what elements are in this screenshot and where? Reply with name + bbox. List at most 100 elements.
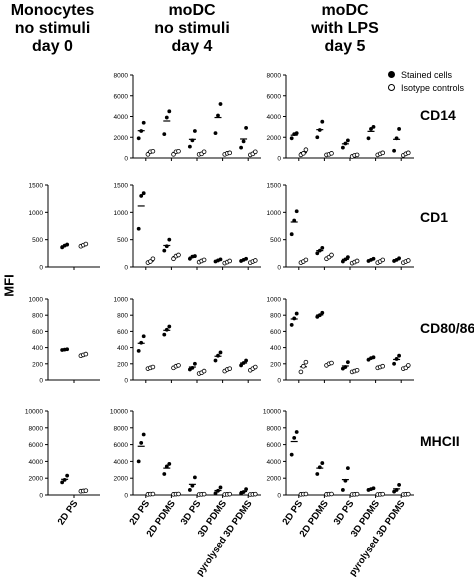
point-isotype [176, 252, 181, 258]
point-stained [366, 136, 371, 141]
column-header-modc-lps-day5: moDC with LPS day 5 [280, 2, 410, 56]
point-stained [60, 480, 65, 485]
y-tick-label: 0 [39, 493, 43, 500]
point-stained [394, 136, 399, 141]
column-header-line3: day 4 [171, 38, 213, 55]
point-isotype [303, 359, 309, 365]
y-tick-label: 10000 [110, 409, 128, 416]
y-tick-label: 600 [270, 329, 281, 336]
point-stained [392, 361, 396, 366]
row-label-cd80-86: CD80/86 [420, 320, 474, 336]
point-stained [345, 466, 350, 471]
y-tick-label: 8000 [267, 425, 282, 432]
point-stained [187, 256, 192, 261]
point-stained [216, 113, 220, 118]
y-tick-label: 0 [124, 493, 128, 500]
y-tick-label: 400 [32, 345, 43, 352]
point-stained [239, 363, 243, 368]
point-stained [218, 257, 223, 262]
point-stained [141, 334, 146, 339]
point-stained [340, 145, 345, 150]
legend-item-isotype: Isotype controls [388, 81, 464, 94]
point-stained [397, 256, 401, 261]
row-label-cd14: CD14 [420, 107, 456, 123]
point-isotype [227, 366, 233, 371]
point-isotype [406, 150, 411, 156]
point-stained [371, 355, 376, 360]
point-stained [192, 129, 197, 133]
y-tick-label: 200 [270, 361, 281, 368]
point-isotype [354, 491, 360, 497]
point-stained [167, 109, 172, 114]
point-isotype [83, 488, 89, 493]
point-isotype [380, 363, 386, 369]
column-header-monocytes: Monocytes no stimuli day 0 [0, 2, 105, 56]
legend-item-stained: Stained cells [388, 68, 464, 81]
point-stained [141, 432, 146, 437]
legend-label-stained: Stained cells [401, 69, 453, 80]
point-stained [65, 473, 70, 478]
y-tick-label: 8000 [29, 425, 44, 432]
point-stained [244, 256, 248, 261]
point-stained [343, 141, 348, 146]
point-stained [317, 248, 322, 253]
point-isotype [301, 363, 306, 369]
point-stained [216, 353, 220, 358]
y-tick-label: 200 [32, 361, 43, 368]
point-isotype [150, 256, 156, 262]
point-stained [139, 340, 144, 345]
point-isotype [301, 151, 306, 156]
column-header-line2: no stimuli [14, 20, 91, 37]
point-isotype [253, 491, 258, 497]
point-stained [192, 254, 197, 258]
point-stained [192, 475, 197, 480]
x-category-label: 2D PS [56, 498, 81, 527]
y-tick-label: 4000 [114, 114, 129, 121]
point-stained [320, 245, 325, 250]
y-tick-label: 2000 [114, 476, 129, 483]
point-isotype [406, 363, 411, 368]
point-stained [292, 316, 297, 321]
point-stained [320, 119, 325, 124]
filled-circle-icon [388, 71, 395, 78]
point-stained [216, 488, 220, 493]
point-stained [343, 257, 348, 262]
point-stained [167, 237, 172, 242]
point-stained [187, 144, 192, 149]
point-stained [289, 232, 294, 237]
point-isotype [329, 360, 334, 366]
point-isotype [201, 491, 207, 497]
y-tick-label: 200 [117, 361, 128, 368]
point-isotype [354, 152, 360, 158]
point-isotype [380, 257, 386, 263]
point-stained [136, 459, 141, 464]
point-isotype [148, 259, 153, 264]
point-stained [164, 327, 169, 332]
point-stained [218, 102, 223, 106]
point-stained [139, 441, 144, 445]
point-stained [244, 358, 248, 363]
point-stained [241, 361, 246, 365]
x-category-label: 3D PS [179, 498, 204, 527]
point-isotype [176, 491, 181, 497]
point-stained [397, 353, 401, 358]
point-isotype [303, 257, 309, 263]
column-header-modc-day4: moDC no stimuli day 4 [127, 2, 257, 56]
y-tick-label: 4000 [267, 459, 282, 466]
y-tick-label: 2000 [29, 476, 44, 483]
column-header-line2: with LPS [311, 20, 379, 37]
point-stained [317, 313, 322, 318]
point-stained [162, 248, 167, 253]
point-isotype [150, 491, 156, 497]
point-stained [371, 124, 376, 129]
y-tick-label: 1000 [267, 210, 282, 217]
y-tick-label: 0 [277, 378, 281, 385]
y-tick-label: 800 [270, 313, 281, 320]
point-isotype [201, 368, 207, 374]
point-stained [192, 361, 197, 366]
point-stained [139, 129, 144, 133]
y-tick-label: 0 [277, 265, 281, 272]
point-stained [371, 256, 376, 261]
point-stained [190, 138, 195, 143]
